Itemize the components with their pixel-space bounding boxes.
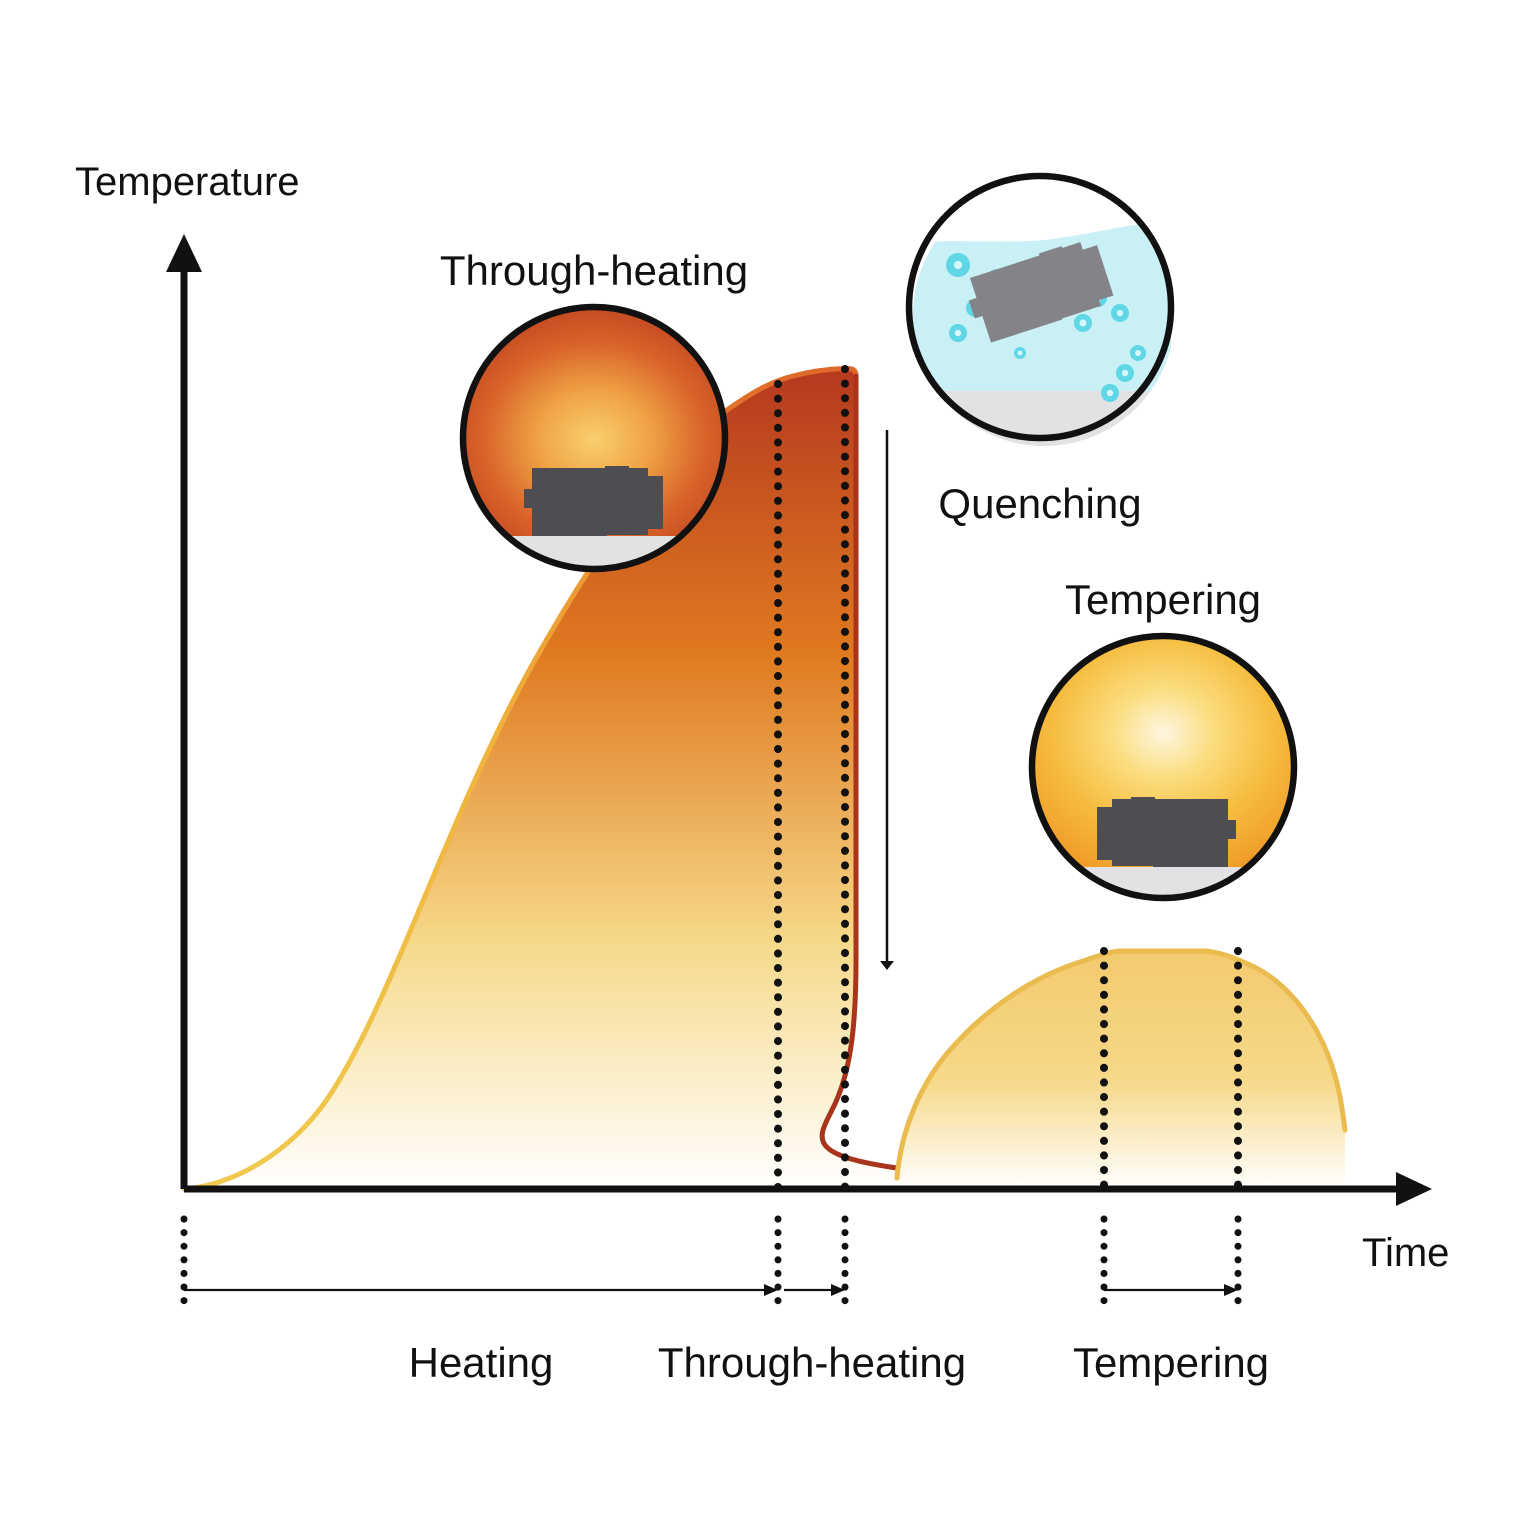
svg-text:Through-heating: Through-heating bbox=[440, 247, 748, 294]
svg-text:Heating: Heating bbox=[409, 1339, 554, 1386]
svg-text:Time: Time bbox=[1362, 1231, 1449, 1275]
svg-text:Quenching: Quenching bbox=[938, 480, 1141, 527]
svg-text:Tempering: Tempering bbox=[1065, 576, 1261, 623]
svg-text:Through-heating: Through-heating bbox=[658, 1339, 966, 1386]
svg-text:Tempering: Tempering bbox=[1073, 1339, 1269, 1386]
svg-text:Temperature: Temperature bbox=[75, 160, 300, 204]
